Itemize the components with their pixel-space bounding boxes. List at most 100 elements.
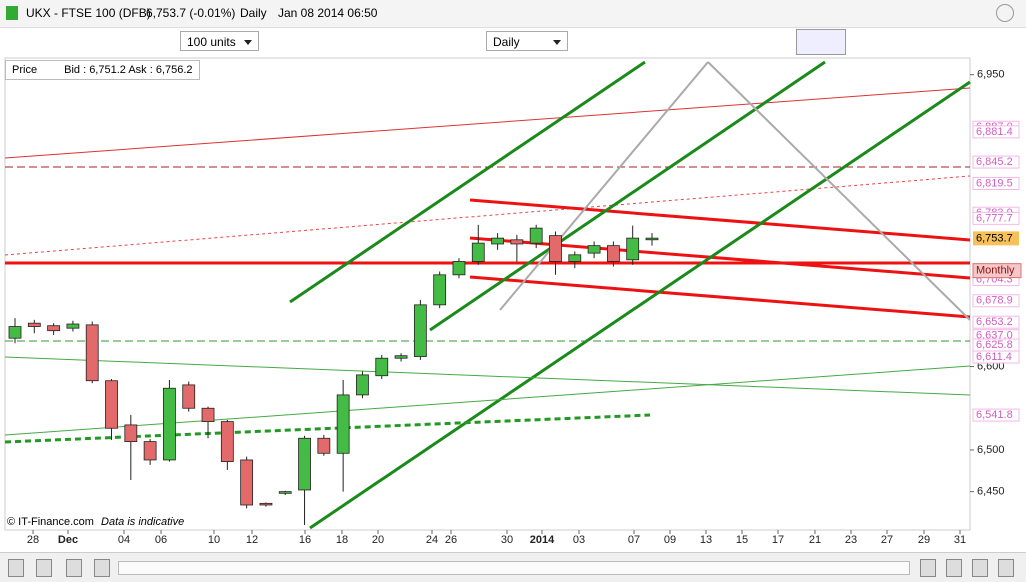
candle-body — [317, 437, 331, 454]
candle-body — [529, 227, 543, 244]
candle-body — [549, 235, 562, 262]
candle-body — [375, 357, 389, 377]
dashed-trendline — [4, 413, 651, 444]
candle-body — [8, 326, 22, 339]
x-tick-label: 09 — [664, 534, 676, 546]
line-label: Monthly — [976, 265, 1015, 277]
settings-button[interactable] — [996, 4, 1014, 22]
candle-body — [645, 237, 659, 241]
x-tick-label: 15 — [736, 534, 748, 546]
x-tick-label: 07 — [628, 534, 640, 546]
price-label-box — [972, 315, 1020, 329]
x-tick-label: 03 — [573, 534, 585, 546]
scrollbar[interactable] — [118, 561, 910, 575]
x-tick-label: 23 — [845, 534, 857, 546]
price-label-box — [972, 408, 1020, 422]
trendline — [4, 356, 971, 396]
price-label: 6,541.8 — [976, 409, 1013, 421]
bottom-toolbar — [0, 552, 1026, 582]
x-tick-label: 12 — [246, 534, 258, 546]
tool-icon[interactable] — [8, 559, 24, 577]
gann-line — [499, 61, 709, 311]
channel-line — [309, 80, 971, 530]
candle-body — [85, 324, 99, 382]
price-label: 6,777.7 — [976, 212, 1013, 224]
candle-body — [394, 355, 408, 359]
candle-body — [27, 322, 41, 327]
x-tick-label: 10 — [208, 534, 220, 546]
price-label-box — [972, 350, 1020, 364]
candle-body — [105, 380, 118, 429]
tool-icon[interactable] — [94, 559, 110, 577]
x-tick-label: 30 — [501, 534, 513, 546]
candle-body — [143, 441, 157, 461]
x-tick-label: 18 — [336, 534, 348, 546]
candle-body — [510, 239, 524, 245]
price-label: Price — [12, 64, 38, 76]
indicator-button[interactable] — [796, 29, 846, 55]
candle-body — [587, 245, 601, 254]
zoom-in[interactable] — [998, 559, 1014, 577]
channel-line — [469, 275, 971, 319]
price-label-box — [972, 294, 1020, 308]
interval-select[interactable]: Daily — [486, 31, 568, 51]
price-label: 6,678.9 — [976, 295, 1013, 307]
tool-icon[interactable] — [946, 559, 962, 577]
x-tick-label: 16 — [299, 534, 311, 546]
y-tick-label: 6,450 — [977, 486, 1005, 498]
last-price-label: 6,753.7 — [976, 232, 1013, 244]
copyright: © IT-Finance.com — [7, 516, 94, 528]
candle-body — [471, 242, 485, 262]
price-label-box — [972, 211, 1020, 225]
candle-body — [182, 384, 196, 409]
channel-line — [429, 60, 826, 332]
y-tick-label: 6,500 — [977, 444, 1005, 456]
channel-line — [289, 60, 646, 304]
candle-body — [452, 261, 466, 276]
candle-body — [413, 304, 427, 357]
x-tick-label: 24 — [426, 534, 438, 546]
zoom-out[interactable] — [972, 559, 988, 577]
candle-body — [568, 254, 582, 262]
period: Daily — [240, 6, 267, 20]
x-tick-label: 13 — [700, 534, 712, 546]
price-label: 6,611.4 — [976, 351, 1012, 363]
price-label-box — [972, 155, 1020, 169]
candle-body — [259, 502, 273, 506]
candle-body — [433, 274, 447, 306]
candle-body — [201, 407, 215, 422]
x-tick-label: 26 — [445, 534, 457, 546]
price-panel: Price Bid : 6,751.2 Ask : 6,756.2 — [5, 60, 200, 80]
tool-icon[interactable] — [66, 559, 82, 577]
quote: 6,753.7 (-0.01%) — [146, 6, 236, 20]
timestamp: Jan 08 2014 06:50 — [278, 6, 378, 20]
price-label-box — [972, 177, 1020, 191]
candle-body — [606, 245, 620, 262]
trendline — [4, 87, 971, 159]
x-tick-label: 31 — [954, 534, 966, 546]
header-bar: UKX - FTSE 100 (DFB) 6,753.7 (-0.01%) Da… — [0, 0, 1026, 28]
symbol: UKX - FTSE 100 (DFB) — [26, 6, 151, 20]
price-label: 6,845.2 — [976, 156, 1013, 168]
candle-body — [356, 374, 369, 396]
candle-body — [47, 325, 61, 332]
tool-icon[interactable] — [36, 559, 52, 577]
candle-body — [626, 237, 640, 261]
data-note: Data is indicative — [101, 516, 185, 528]
candle-body — [298, 437, 311, 491]
x-tick-label: 28 — [27, 534, 39, 546]
price-label: 6,881.4 — [976, 126, 1013, 138]
last-price-box — [973, 231, 1019, 246]
price-label: 6,819.5 — [976, 177, 1013, 189]
x-tick-label: 29 — [918, 534, 930, 546]
x-tick-label: 04 — [118, 534, 130, 546]
candle-body — [491, 237, 504, 245]
candle-body — [336, 394, 350, 454]
size-select[interactable]: 100 units — [180, 31, 259, 51]
x-tick-label: 27 — [881, 534, 893, 546]
gann-line — [707, 61, 971, 321]
x-tick-label: 06 — [155, 534, 167, 546]
x-tick-label: 2014 — [530, 534, 555, 546]
tool-icon[interactable] — [920, 559, 936, 577]
